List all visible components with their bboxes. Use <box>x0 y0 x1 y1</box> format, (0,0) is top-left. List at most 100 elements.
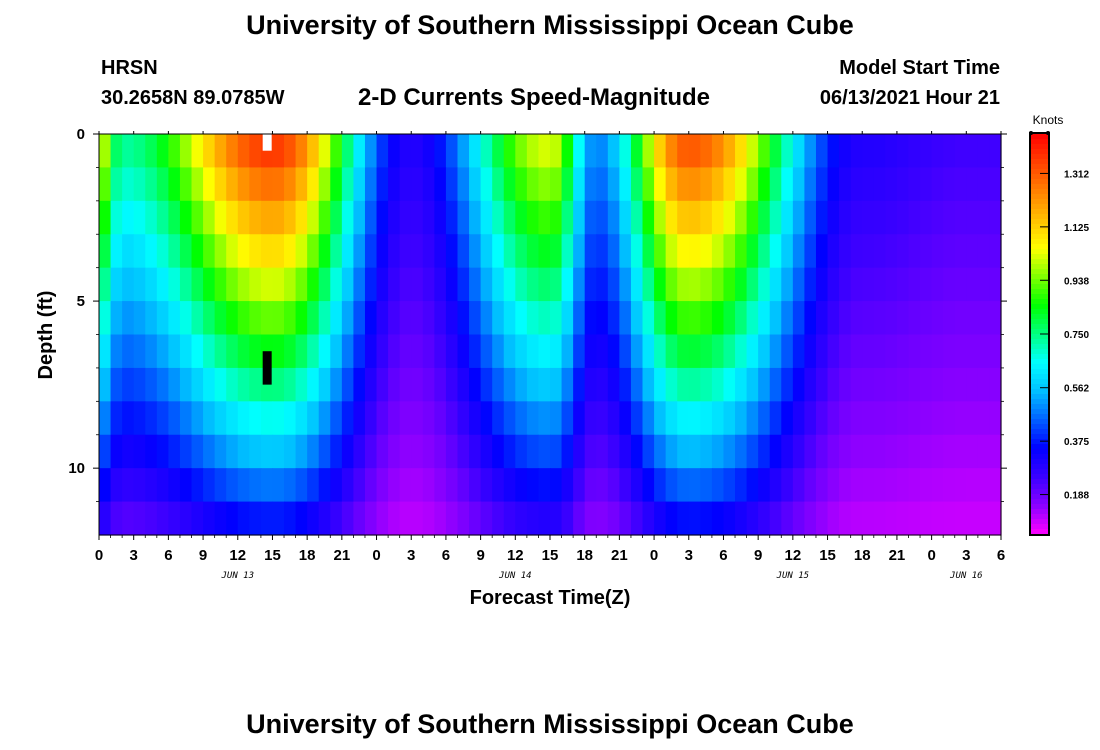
heatmap-cell <box>550 401 563 436</box>
heatmap-cell <box>284 501 297 536</box>
chart-subtitle: 2-D Currents Speed-Magnitude <box>358 84 711 111</box>
heatmap-cell <box>376 200 389 235</box>
colorbar-swatch <box>1031 374 1048 380</box>
heatmap-cell <box>619 134 632 169</box>
heatmap-cell <box>399 267 412 302</box>
heatmap-cell <box>249 167 262 202</box>
heatmap-cell <box>122 234 135 269</box>
heatmap-cell <box>550 501 563 536</box>
heatmap-cell <box>434 134 447 169</box>
heatmap-cell <box>503 434 516 469</box>
heatmap-cell <box>584 134 597 169</box>
heatmap-cell <box>110 401 123 436</box>
x-tick-label: 15 <box>819 547 836 564</box>
heatmap-cell <box>989 267 1002 302</box>
heatmap-cell <box>920 167 933 202</box>
heatmap-cell <box>214 334 227 369</box>
heatmap-cell <box>596 468 609 503</box>
heatmap-cell <box>399 234 412 269</box>
heatmap-cell <box>503 468 516 503</box>
heatmap-cell <box>260 167 274 202</box>
heatmap-cell <box>318 434 331 469</box>
heatmap-cell <box>480 334 493 369</box>
heatmap-cell <box>735 200 748 235</box>
heatmap-cell <box>526 501 540 536</box>
heatmap-cell <box>249 234 262 269</box>
heatmap-cell <box>272 200 285 235</box>
heatmap-cell <box>122 434 135 469</box>
heatmap-cell <box>203 367 216 402</box>
x-tick-label: 15 <box>542 547 559 564</box>
heatmap-cell <box>781 134 794 169</box>
heatmap-cell <box>839 267 852 302</box>
heatmap-cell <box>827 301 840 336</box>
heatmap-cell <box>873 200 886 235</box>
heatmap-cell <box>700 434 713 469</box>
heatmap-cell <box>399 301 412 336</box>
heatmap-cell <box>769 501 782 536</box>
heatmap-cell <box>526 334 540 369</box>
heatmap-cell <box>654 134 667 169</box>
heatmap-cell <box>145 167 158 202</box>
heatmap-cell <box>330 468 343 503</box>
heatmap-cell <box>839 134 852 169</box>
heatmap-cell <box>330 234 343 269</box>
heatmap-cell <box>943 267 956 302</box>
heatmap-cell <box>284 367 297 402</box>
heatmap-cell <box>885 234 898 269</box>
x-tick-label: 21 <box>611 547 628 564</box>
heatmap-cell <box>318 501 331 536</box>
heatmap-cell <box>526 134 540 169</box>
heatmap-cell <box>133 468 146 503</box>
heatmap-cell <box>284 434 297 469</box>
colorbar-swatch <box>1031 479 1048 485</box>
heatmap-cell <box>642 334 655 369</box>
heatmap-cell <box>873 367 886 402</box>
colorbar-frame <box>1029 132 1050 536</box>
date-label: JUN 14 <box>498 571 532 581</box>
heatmap-cell <box>815 434 829 469</box>
heatmap-cell <box>411 468 424 503</box>
heatmap-cell <box>896 301 910 336</box>
colorbar-swatch <box>1031 244 1048 250</box>
colorbar-swatch <box>1031 254 1048 260</box>
heatmap-cell <box>457 134 470 169</box>
heatmap-cell <box>677 301 690 336</box>
heatmap-cell <box>642 167 655 202</box>
heatmap-cell <box>596 334 609 369</box>
heatmap-cell <box>284 200 297 235</box>
heatmap-cell <box>908 434 921 469</box>
heatmap-cell <box>711 267 725 302</box>
heatmap-cell <box>122 367 135 402</box>
heatmap-cell <box>284 267 297 302</box>
heatmap-cell <box>249 434 262 469</box>
heatmap-cell <box>260 468 274 503</box>
heatmap-cell <box>226 468 239 503</box>
heatmap-cell <box>99 167 112 202</box>
heatmap-cell <box>434 234 447 269</box>
date-label: JUN 16 <box>949 571 983 581</box>
heatmap-cell <box>920 267 933 302</box>
heatmap-cell <box>411 334 424 369</box>
heatmap-cell <box>908 200 921 235</box>
heatmap-cell <box>850 200 863 235</box>
heatmap-cell <box>434 434 447 469</box>
heatmap-cell <box>607 234 620 269</box>
heatmap-cell <box>411 401 424 436</box>
heatmap-cell <box>364 134 378 169</box>
heatmap-cell <box>665 167 678 202</box>
colorbar-swatch <box>1031 304 1048 310</box>
heatmap-cell <box>977 434 991 469</box>
colorbar-swatch <box>1031 224 1048 230</box>
heatmap-cell <box>677 401 690 436</box>
heatmap-cell <box>885 401 898 436</box>
heatmap-cell <box>237 468 250 503</box>
heatmap-cell <box>723 401 736 436</box>
heatmap-chart: 0 3 6 9 12 15 18 21 0 3 6 9 12 15 18 21 0 3 6 9 12 15 18 21 0 3 6 … <box>35 113 1089 609</box>
heatmap-cell <box>156 167 169 202</box>
heatmap-cell <box>307 200 320 235</box>
heatmap-cell <box>954 367 967 402</box>
heatmap-cell <box>341 434 355 469</box>
heatmap-cell <box>607 200 620 235</box>
heatmap-cell <box>885 200 898 235</box>
